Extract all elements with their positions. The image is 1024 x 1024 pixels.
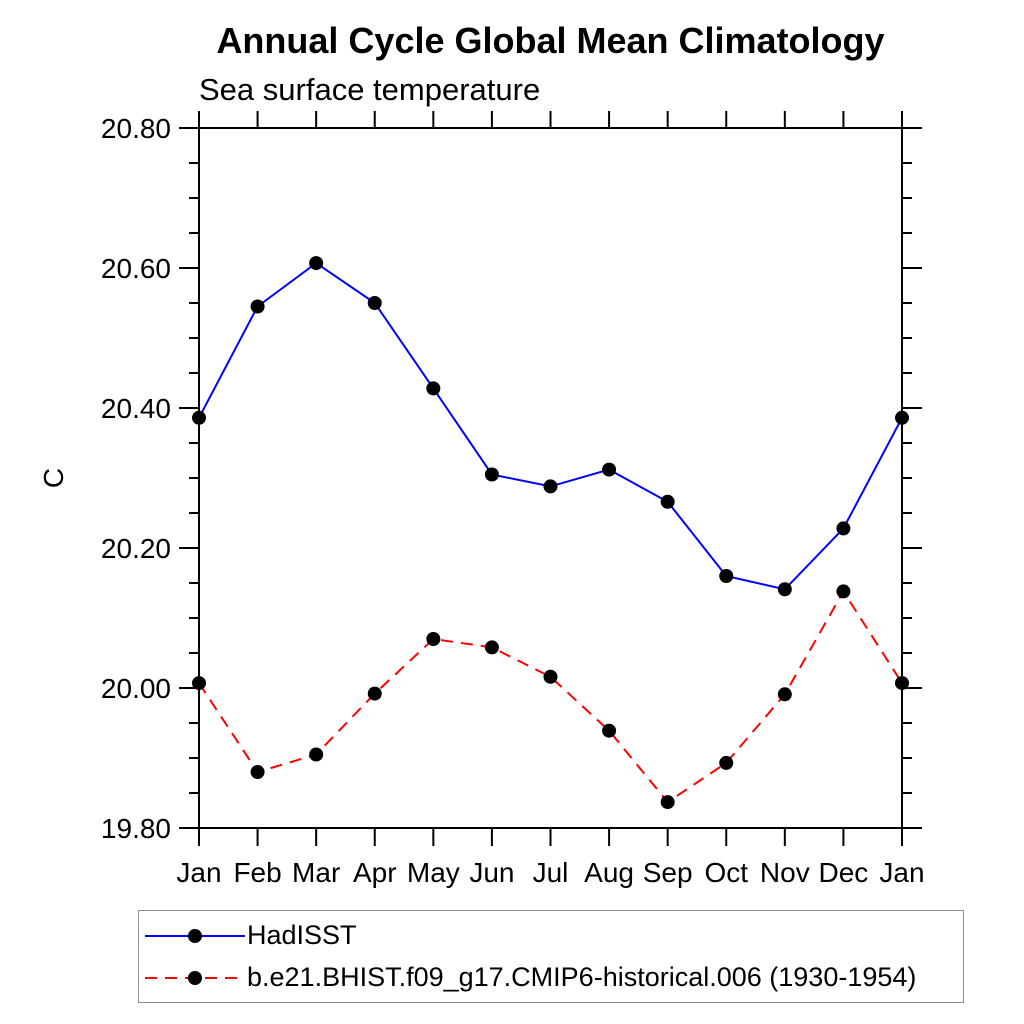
x-tick-label: Apr	[353, 857, 397, 888]
plot-frame	[198, 127, 903, 829]
y-tick-label: 20.00	[101, 673, 171, 704]
y-tick-label: 19.80	[101, 813, 171, 844]
legend-sample-marker	[188, 928, 202, 943]
data-point-marker	[543, 669, 558, 684]
y-tick-label: 20.20	[101, 533, 171, 564]
x-tick-label: Jan	[176, 857, 221, 888]
data-point-marker	[660, 494, 675, 509]
data-point-marker	[777, 687, 792, 702]
data-point-marker	[367, 296, 382, 310]
y-tick-label: 20.60	[101, 253, 171, 284]
data-point-marker	[309, 256, 324, 271]
x-tick-label: Dec	[819, 857, 869, 888]
chart-title: Annual Cycle Global Mean Climatology	[216, 20, 885, 61]
legend-entry-hadisst: HadISST	[139, 915, 963, 957]
data-point-marker	[836, 521, 851, 536]
x-tick-label: Jan	[879, 857, 924, 888]
x-tick-label: Nov	[760, 857, 810, 888]
legend-entry-model: b.e21.BHIST.f09_g17.CMIP6-historical.006…	[139, 957, 963, 999]
data-point-marker	[602, 723, 617, 738]
y-tick-label: 20.40	[101, 393, 171, 424]
data-point-marker	[719, 569, 734, 583]
x-tick-label: Mar	[292, 857, 340, 888]
data-point-marker	[836, 584, 851, 599]
data-point-marker	[719, 755, 734, 770]
x-tick-label: Aug	[584, 857, 634, 888]
data-point-marker	[777, 582, 792, 597]
x-tick-label: Feb	[233, 857, 281, 888]
data-point-marker	[250, 299, 265, 314]
legend-line-sample-dashed	[145, 970, 245, 985]
legend: HadISST b.e21.BHIST.f09_g17.CMIP6-histor…	[138, 910, 964, 1003]
data-point-marker	[484, 640, 499, 655]
series-line-1	[198, 589, 903, 804]
x-tick-label: Oct	[704, 857, 748, 888]
x-tick-label: Jul	[533, 857, 569, 888]
data-point-marker	[895, 410, 909, 425]
data-point-marker	[660, 795, 675, 810]
data-point-marker	[250, 765, 265, 779]
data-point-marker	[192, 676, 206, 691]
legend-sample-marker	[188, 970, 202, 985]
data-point-marker	[484, 467, 499, 482]
data-point-marker	[426, 632, 441, 646]
x-tick-label: May	[407, 857, 460, 888]
data-point-marker	[367, 686, 382, 701]
legend-label: HadISST	[247, 920, 357, 950]
series-line-0	[198, 261, 903, 591]
chart-subtitle: Sea surface temperature	[199, 72, 541, 107]
data-point-marker	[309, 747, 324, 762]
legend-line-sample-solid	[145, 928, 245, 943]
data-point-marker	[602, 462, 617, 477]
legend-label: b.e21.BHIST.f09_g17.CMIP6-historical.006…	[247, 962, 917, 992]
data-point-marker	[543, 479, 558, 494]
data-point-marker	[895, 676, 909, 691]
y-tick-label: 20.80	[101, 113, 171, 144]
x-tick-label: Sep	[643, 857, 693, 888]
x-tick-label: Jun	[469, 857, 514, 888]
data-point-marker	[192, 410, 206, 425]
data-point-marker	[426, 381, 441, 396]
